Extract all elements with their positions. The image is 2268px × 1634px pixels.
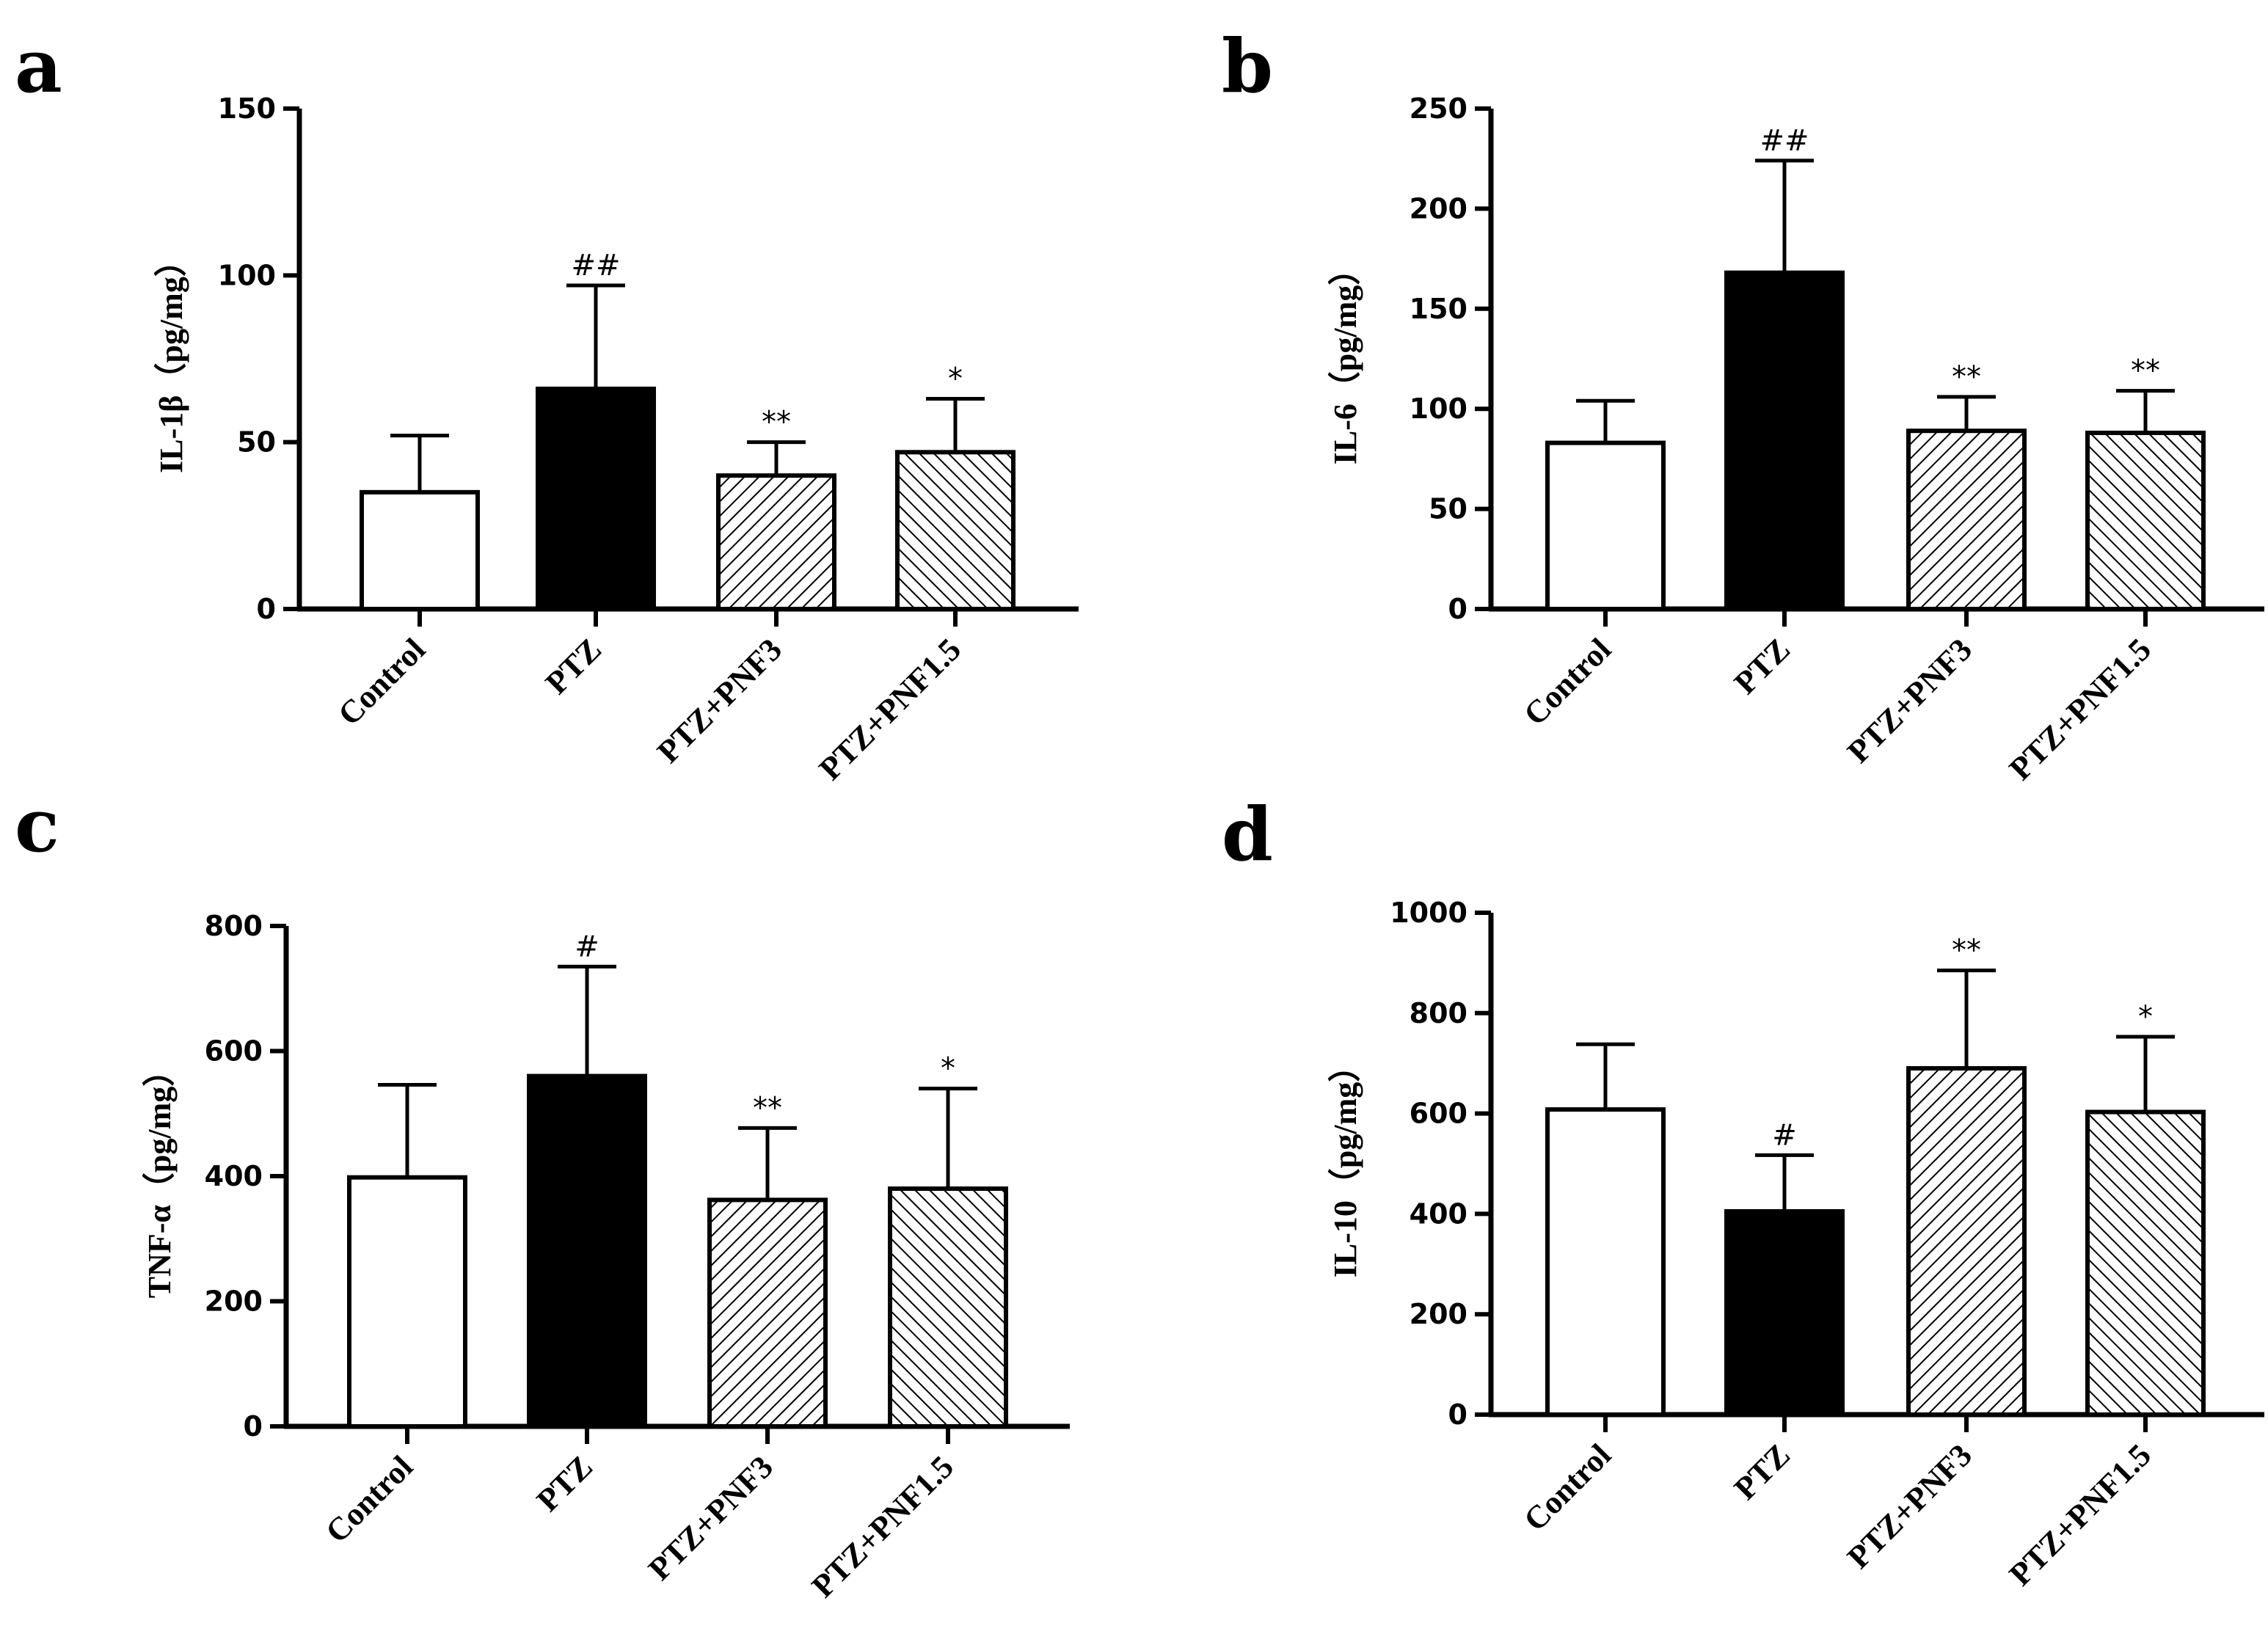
bar-ptz-pnf1-5 (895, 450, 1016, 611)
x-category-label: Control (331, 631, 432, 732)
bar-ptz (1724, 1208, 1845, 1417)
y-axis-label: IL-1β（pg/mg） (153, 244, 189, 473)
x-category-label: Control (1517, 631, 1618, 732)
x-category-label: Control (1517, 1437, 1618, 1538)
significance-label: * (948, 362, 963, 396)
y-tick-label: 100 (1410, 393, 1467, 425)
significance-label: # (1772, 1118, 1797, 1152)
bar-ptz-pnf3 (707, 1197, 828, 1429)
bar-ptz-pnf1-5 (2085, 430, 2206, 611)
bar-control (360, 489, 480, 611)
significance-label: ## (571, 249, 620, 282)
y-tick-label: 50 (237, 426, 276, 459)
significance-label: ** (2131, 354, 2160, 388)
y-tick-label: 800 (1410, 997, 1467, 1029)
bar-ptz (527, 1073, 647, 1429)
bar-ptz-pnf3 (716, 473, 836, 612)
chart-panel-a: 0 50 100 150 IL-1β（pg/mg） Control ## PTZ ** PTZ+P… (153, 92, 1079, 787)
panel-letter-d: d (1222, 791, 1273, 878)
bar-control (1545, 1107, 1666, 1418)
bar-ptz (536, 386, 656, 611)
chart-panel-d: 0 200 400 600 800 1000 IL-10（pg/mg） Control # PTZ… (1327, 897, 2264, 1593)
y-tick-label: 0 (1448, 593, 1467, 625)
y-tick-label: 0 (244, 1410, 263, 1442)
bar-control (347, 1175, 467, 1429)
x-category-label: PTZ (1727, 1437, 1797, 1506)
y-tick-label: 800 (205, 910, 263, 942)
y-tick-label: 400 (205, 1160, 263, 1192)
bar-control (1545, 440, 1666, 611)
x-category-label: PTZ+PNF3 (641, 1448, 780, 1587)
panel-letter-a: a (15, 23, 62, 109)
significance-label: ** (762, 406, 791, 439)
chart-panel-b: 0 50 100 150 200 250 IL-6（pg/mg） Control ## PTZ **… (1327, 92, 2264, 787)
bar-ptz (1724, 270, 1845, 611)
significance-label: ## (1760, 124, 1809, 158)
x-category-label: PTZ+PNF1.5 (2002, 1437, 2158, 1592)
y-tick-label: 400 (1410, 1197, 1467, 1230)
significance-label: * (2138, 1000, 2153, 1034)
panel-letter-b: b (1222, 23, 1273, 109)
y-tick-label: 600 (205, 1035, 263, 1068)
y-tick-label: 50 (1429, 493, 1467, 525)
x-category-label: PTZ (1727, 631, 1797, 701)
y-axis-label: IL-6（pg/mg） (1327, 253, 1363, 464)
y-tick-label: 200 (205, 1285, 263, 1318)
x-category-label: PTZ+PNF1.5 (2002, 631, 2158, 787)
x-category-label: PTZ+PNF3 (1840, 631, 1979, 770)
significance-label: ** (1952, 934, 1981, 968)
bar-ptz-pnf3 (1906, 428, 2027, 612)
y-axis-label: TNF-α（pg/mg） (142, 1054, 178, 1299)
x-category-label: PTZ+PNF3 (650, 631, 789, 770)
y-axis-label: IL-10（pg/mg） (1327, 1050, 1363, 1277)
y-tick-label: 150 (1410, 293, 1467, 325)
panel-letter-c: c (15, 782, 59, 869)
bar-ptz-pnf1-5 (888, 1186, 1008, 1429)
chart-panel-c: 0 200 400 600 800 TNF-α（pg/mg） Control # PTZ ** PT… (142, 910, 1070, 1605)
x-category-label: Control (318, 1448, 420, 1550)
significance-label: # (575, 930, 599, 963)
y-tick-label: 100 (218, 259, 276, 291)
significance-label: ** (753, 1091, 782, 1125)
x-category-label: PTZ (530, 1448, 599, 1518)
x-category-label: PTZ+PNF3 (1840, 1437, 1979, 1575)
y-tick-label: 150 (218, 92, 276, 125)
y-tick-label: 600 (1410, 1098, 1467, 1130)
significance-label: * (941, 1052, 955, 1086)
x-category-label: PTZ (539, 631, 608, 701)
bar-ptz-pnf1-5 (2085, 1109, 2206, 1417)
y-tick-label: 200 (1410, 1298, 1467, 1330)
bar-ptz-pnf3 (1906, 1066, 2027, 1418)
significance-label: ** (1952, 360, 1981, 394)
y-tick-label: 200 (1410, 192, 1467, 225)
x-category-label: PTZ+PNF1.5 (805, 1448, 960, 1604)
y-tick-label: 1000 (1390, 897, 1467, 929)
y-tick-label: 0 (257, 593, 276, 625)
x-category-label: PTZ+PNF1.5 (812, 631, 968, 787)
y-tick-label: 0 (1448, 1398, 1467, 1431)
y-tick-label: 250 (1410, 92, 1467, 125)
